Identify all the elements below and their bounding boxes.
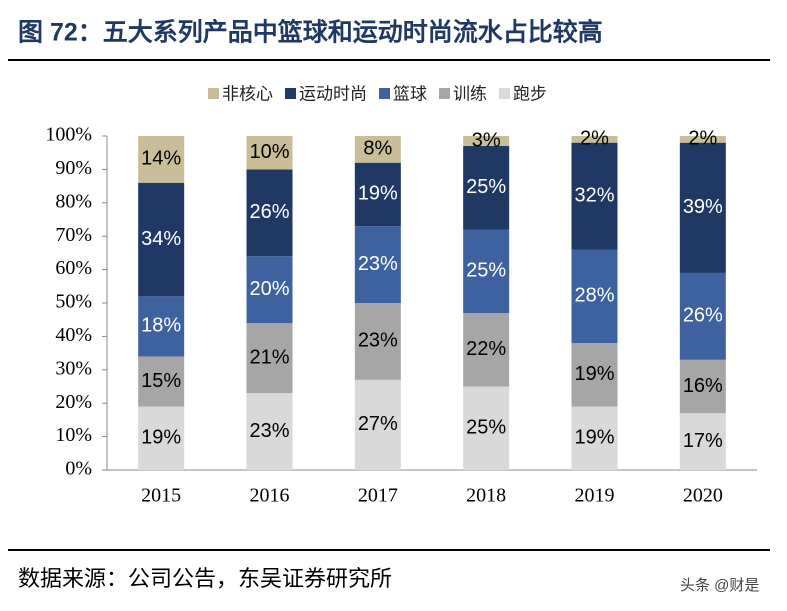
y-tick-label: 0% [65, 458, 92, 480]
y-tick-label: 50% [55, 291, 92, 313]
value-label: 26% [249, 201, 289, 223]
value-label: 28% [574, 285, 614, 307]
bar-segment [571, 142, 618, 250]
value-label: 2% [580, 128, 609, 150]
value-label: 17% [683, 430, 723, 452]
value-label: 22% [466, 338, 506, 360]
value-label: 19% [574, 363, 614, 385]
value-label: 20% [249, 278, 289, 300]
value-label: 21% [249, 346, 289, 368]
bar-segment [138, 182, 185, 297]
bar-segment [571, 249, 618, 344]
x-tick-label: 2018 [466, 485, 506, 507]
bar-segment [463, 313, 510, 387]
value-label: 3% [472, 129, 501, 151]
value-label: 23% [249, 420, 289, 442]
watermark: 头条 @财是 [680, 577, 759, 594]
x-tick-label: 2019 [575, 485, 615, 507]
legend-label: 运动时尚 [299, 84, 367, 103]
bar-segment [138, 136, 185, 183]
x-tick-label: 2016 [250, 485, 290, 507]
value-label: 18% [141, 315, 181, 337]
value-label: 23% [358, 253, 398, 275]
bar-segment [354, 303, 401, 380]
bar-segment [463, 386, 510, 470]
x-tick-label: 2017 [358, 485, 398, 507]
bar-segment [463, 229, 510, 314]
legend-label: 训练 [453, 84, 487, 103]
bar-segment [679, 413, 726, 470]
value-label: 32% [574, 184, 614, 206]
bar-segment [571, 406, 618, 470]
legend-swatch [379, 88, 390, 99]
bar-segment [246, 169, 293, 257]
value-label: 8% [363, 138, 392, 160]
bar-segment [354, 162, 401, 227]
bar-segment [354, 379, 401, 470]
legend-label: 跑步 [513, 84, 547, 103]
legend-swatch [439, 88, 450, 99]
x-tick-label: 2015 [141, 485, 181, 507]
value-label: 15% [141, 370, 181, 392]
bar-segment [354, 136, 401, 163]
value-label: 23% [358, 330, 398, 352]
y-tick-label: 60% [55, 257, 92, 279]
value-label: 25% [466, 417, 506, 439]
bar-segment [138, 296, 185, 357]
y-tick-label: 90% [55, 157, 92, 179]
value-label: 26% [683, 305, 723, 327]
bar-segment [463, 146, 510, 230]
bar-segment [679, 272, 726, 360]
bar-segment [246, 136, 293, 170]
value-label: 19% [141, 427, 181, 449]
y-tick-label: 70% [55, 224, 92, 246]
bar-segment [571, 343, 618, 407]
value-label: 14% [141, 148, 181, 170]
value-label: 10% [249, 141, 289, 163]
y-tick-label: 20% [55, 391, 92, 413]
source: 数据来源：公司公告，东吴证券研究所 [18, 566, 392, 591]
legend-swatch [208, 88, 219, 99]
value-label: 34% [141, 228, 181, 250]
value-label: 2% [688, 128, 717, 150]
bar-segment [246, 256, 293, 324]
value-label: 25% [466, 260, 506, 282]
bar-segment [571, 136, 618, 143]
value-label: 19% [358, 183, 398, 205]
legend-swatch [285, 88, 296, 99]
y-tick-label: 30% [55, 357, 92, 379]
bar-segment [679, 142, 726, 273]
value-label: 25% [466, 176, 506, 198]
y-tick-label: 80% [55, 190, 92, 212]
value-label: 19% [574, 427, 614, 449]
value-label: 27% [358, 413, 398, 435]
bar-segment [463, 136, 510, 147]
value-label: 16% [683, 375, 723, 397]
y-tick-label: 40% [55, 324, 92, 346]
bar-segment [679, 359, 726, 414]
bar-segment [138, 356, 185, 407]
bar-segment [138, 406, 185, 470]
y-tick-label: 100% [45, 124, 92, 146]
legend-label: 篮球 [393, 84, 427, 103]
chart-title: 图 72：五大系列产品中篮球和运动时尚流水占比较高 [18, 18, 603, 47]
x-tick-label: 2020 [683, 485, 723, 507]
bar-segment [679, 136, 726, 143]
y-tick-label: 10% [55, 424, 92, 446]
legend-swatch [499, 88, 510, 99]
bar-segment [246, 323, 293, 394]
value-label: 39% [683, 196, 723, 218]
bar-segment [246, 393, 293, 470]
bar-segment [354, 226, 401, 303]
legend-label: 非核心 [222, 84, 273, 103]
